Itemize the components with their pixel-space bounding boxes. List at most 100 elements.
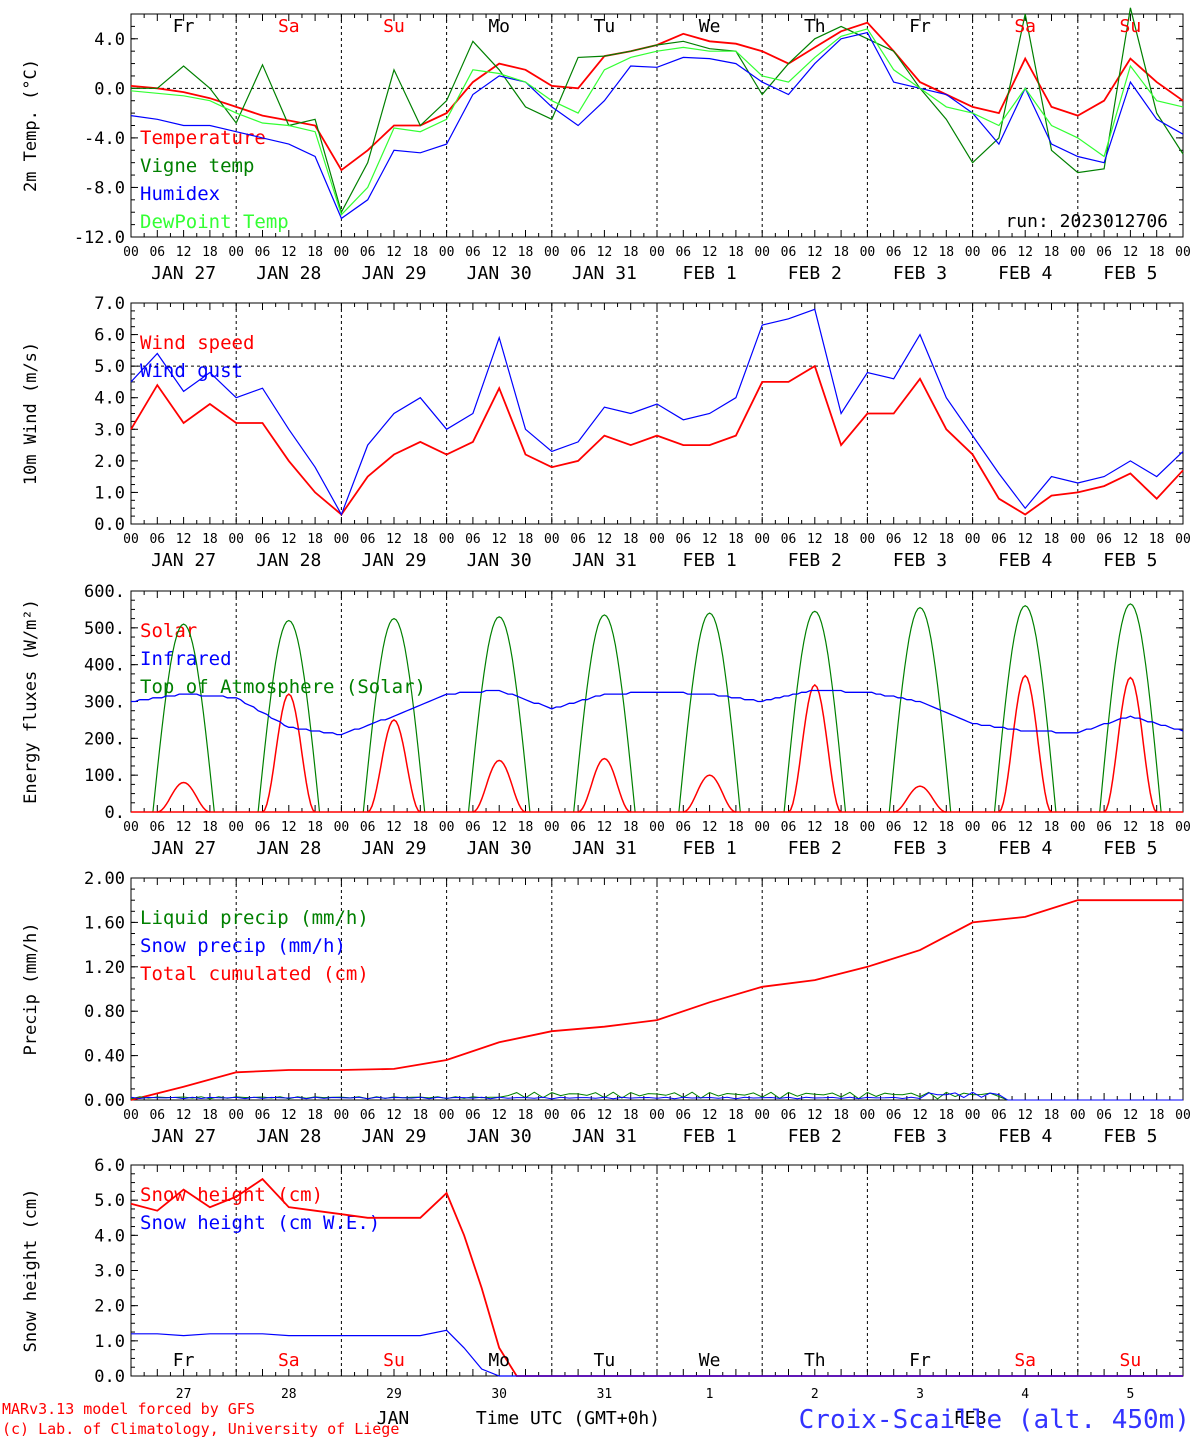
day-number-label: 31 (597, 1387, 613, 1402)
hour-tick-label: 00 (439, 532, 455, 547)
hour-tick-label: 18 (833, 1108, 849, 1123)
hour-tick-label: 12 (1123, 1108, 1139, 1123)
hour-tick-label: 06 (675, 245, 691, 260)
hour-tick-label: 12 (386, 1108, 402, 1123)
legend-entry: Snow precip (mm/h) (140, 935, 346, 957)
hour-tick-label: 00 (1070, 532, 1086, 547)
date-label: JAN 27 (151, 838, 216, 859)
hour-tick-label: 12 (702, 820, 718, 835)
hour-tick-label: 18 (728, 532, 744, 547)
y-tick-label: 3.0 (94, 420, 125, 440)
toa-solar-curve (1099, 603, 1162, 813)
hour-tick-label: 18 (1149, 245, 1165, 260)
y-tick-label: 400. (84, 656, 125, 676)
hour-tick-label: 18 (307, 1108, 323, 1123)
hour-tick-label: 18 (202, 820, 218, 835)
solar-curve (367, 718, 421, 813)
hour-tick-label: 12 (491, 820, 507, 835)
hour-tick-label: 18 (938, 245, 954, 260)
hour-tick-label: 18 (202, 532, 218, 547)
hour-tick-label: 06 (886, 245, 902, 260)
day-name-label: Sa (1014, 16, 1036, 37)
y-tick-label: 2.0 (94, 452, 125, 472)
y-axis-label: Precip (mm/h) (21, 922, 41, 1055)
y-tick-label: 7.0 (94, 294, 125, 314)
legend-entry: Wind gust (140, 360, 243, 382)
series-line (130, 31, 1184, 220)
day-name-label: Fr (173, 16, 195, 37)
y-tick-label: 5.0 (94, 1191, 125, 1211)
y-tick-label: 4.0 (94, 1226, 125, 1246)
hour-tick-label: 12 (807, 820, 823, 835)
date-label: FEB 5 (1103, 263, 1157, 284)
day-name-label: Fr (173, 1350, 195, 1371)
day-name-label: Sa (278, 16, 300, 37)
hour-tick-label: 18 (202, 245, 218, 260)
y-tick-label: 1.60 (84, 913, 125, 933)
hour-tick-label: 00 (860, 532, 876, 547)
day-name-label: Sa (278, 1350, 300, 1371)
date-label: JAN 30 (467, 263, 532, 284)
hour-tick-label: 06 (255, 245, 271, 260)
day-number-label: 30 (491, 1387, 507, 1402)
hour-tick-label: 00 (228, 1108, 244, 1123)
y-tick-label: 3.0 (94, 1262, 125, 1282)
date-label: FEB 3 (893, 263, 947, 284)
day-name-label: Mo (488, 1350, 510, 1371)
hour-tick-label: 12 (912, 245, 928, 260)
hour-tick-label: 12 (386, 820, 402, 835)
chart-panel-3: 600. 500. 400. 300. 200. 100. 0. Energy fluxes … (21, 582, 1191, 859)
y-axis-label: 10m Wind (m/s) (21, 342, 41, 485)
hour-tick-label: 18 (1044, 820, 1060, 835)
legend-entry: Snow height (cm W.E.) (140, 1212, 380, 1234)
day-name-label: Tu (594, 16, 616, 37)
y-tick-label: 0.80 (84, 1002, 125, 1022)
hour-tick-label: 18 (518, 245, 534, 260)
y-axis-label: Snow height (cm) (21, 1189, 41, 1353)
day-number-label: 1 (706, 1387, 714, 1402)
hour-tick-label: 06 (991, 532, 1007, 547)
hour-tick-label: 00 (965, 532, 981, 547)
hour-tick-label: 12 (702, 532, 718, 547)
date-label: FEB 4 (998, 263, 1052, 284)
legend-entry: Total cumulated (cm) (140, 963, 369, 985)
hour-tick-label: 00 (754, 1108, 770, 1123)
y-tick-label: 0. (105, 803, 125, 823)
day-name-label: Su (1120, 16, 1142, 37)
hour-tick-label: 06 (886, 532, 902, 547)
y-axis-label: Energy fluxes (W/m²) (21, 599, 41, 804)
hour-tick-label: 18 (518, 1108, 534, 1123)
series-line (131, 1329, 1183, 1377)
date-label: JAN 27 (151, 263, 216, 284)
hour-tick-label: 12 (912, 532, 928, 547)
hour-tick-label: 00 (439, 1108, 455, 1123)
day-name-label: Su (1120, 1350, 1142, 1371)
hour-tick-label: 06 (465, 245, 481, 260)
y-tick-label: -8.0 (84, 178, 125, 198)
hour-tick-label: 18 (412, 820, 428, 835)
hour-tick-label: 06 (570, 532, 586, 547)
run-label: run: 2023012706 (1005, 211, 1168, 232)
hour-tick-label: 18 (307, 245, 323, 260)
toa-solar-curve (467, 616, 531, 813)
hour-tick-label: 00 (123, 820, 139, 835)
date-label: JAN 29 (361, 263, 426, 284)
date-label: JAN 29 (361, 1126, 426, 1147)
y-axis-label: 2m Temp. (°C) (21, 59, 41, 192)
hour-tick-label: 12 (1017, 245, 1033, 260)
hour-tick-label: 18 (1044, 245, 1060, 260)
legend-entry: Snow height (cm) (140, 1184, 323, 1206)
hour-tick-label: 00 (965, 245, 981, 260)
date-label: FEB 5 (1103, 550, 1157, 571)
hour-tick-label: 12 (597, 820, 613, 835)
hour-tick-label: 12 (386, 532, 402, 547)
y-tick-label: 100. (84, 766, 125, 786)
hour-tick-label: 06 (675, 1108, 691, 1123)
day-name-label: We (699, 16, 721, 37)
hour-tick-label: 18 (623, 245, 639, 260)
hour-tick-label: 18 (728, 820, 744, 835)
hour-tick-label: 00 (544, 532, 560, 547)
hour-tick-label: 06 (570, 1108, 586, 1123)
hour-tick-label: 06 (360, 1108, 376, 1123)
y-tick-label: 0.0 (94, 1367, 125, 1387)
